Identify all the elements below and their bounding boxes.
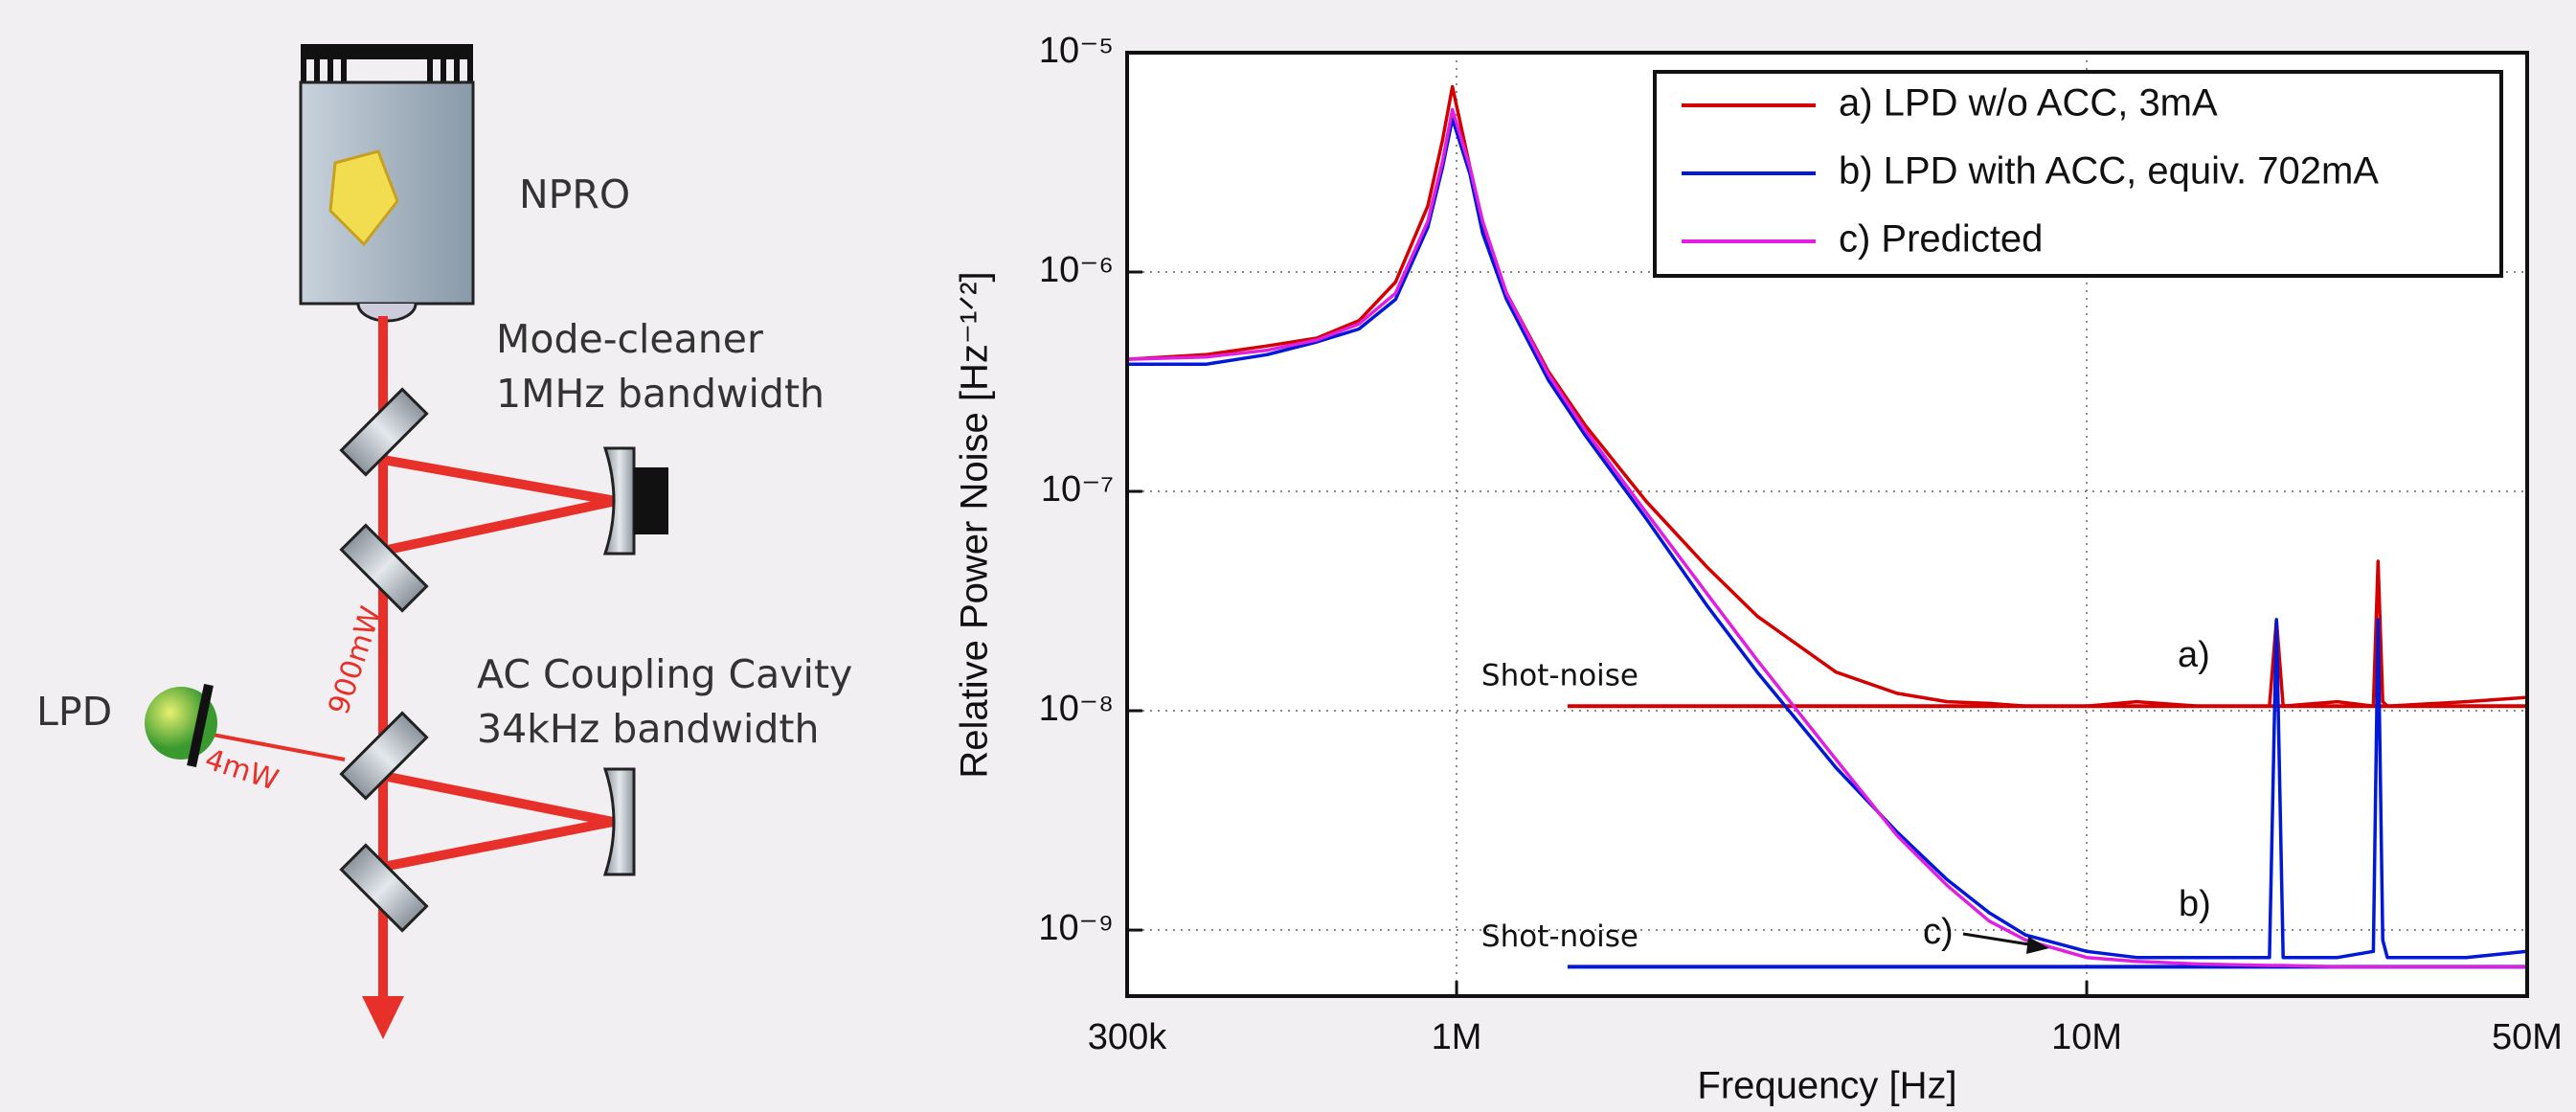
x-tick-label: 10M <box>2051 1017 2122 1057</box>
heatsink <box>301 44 473 59</box>
y-tick-label: 10⁻⁷ <box>1041 469 1114 510</box>
annotation-arrowhead <box>2026 937 2049 954</box>
lpd-face <box>187 683 214 768</box>
npro-label: NPRO <box>519 171 630 217</box>
lpd-label: LPD <box>36 689 112 735</box>
annotation: a) <box>2178 635 2210 675</box>
acc-label: 34kHz bandwidth <box>477 706 819 752</box>
shot-noise-label: Shot-noise <box>1481 919 1638 954</box>
y-tick-label: 10⁻⁹ <box>1038 908 1114 948</box>
series-line <box>1126 107 2527 969</box>
optical-diagram: NPRO Mode-cleaner 1MHz bandwidth AC Coup… <box>36 44 852 1039</box>
acc-beam <box>382 771 614 872</box>
series-line <box>1126 84 2528 708</box>
x-tick-label: 300k <box>1088 1017 1167 1057</box>
mode-cleaner-beam <box>381 455 618 556</box>
annotation: c) <box>1923 912 1954 952</box>
beam-arrow <box>362 996 404 1039</box>
legend-label: a) LPD w/o ACC, 3mA <box>1839 82 2218 125</box>
annotation: b) <box>2179 884 2211 924</box>
x-tick-label: 1M <box>1432 1017 1482 1057</box>
legend-label: b) LPD with ACC, equiv. 702mA <box>1839 150 2379 193</box>
y-tick-label: 10⁻⁵ <box>1039 31 1114 71</box>
y-axis-label: Relative Power Noise [Hz⁻¹ᐟ²] <box>954 271 996 778</box>
y-tick-label: 10⁻⁶ <box>1039 250 1114 290</box>
series-line <box>1127 117 2528 960</box>
y-tick-label: 10⁻⁸ <box>1039 689 1114 729</box>
mirrors <box>339 387 636 933</box>
mc-label: Mode-cleaner <box>496 316 763 362</box>
mc-label: 1MHz bandwidth <box>496 371 825 417</box>
annotation-arrow <box>1962 932 2036 947</box>
x-axis-label: Frequency [Hz] <box>1697 1065 1956 1107</box>
npro-crystal <box>328 149 399 247</box>
acc-label: AC Coupling Cavity <box>477 651 852 697</box>
piezo <box>634 467 668 534</box>
power-label: 4mW <box>201 742 282 797</box>
lpd-beam <box>196 730 346 761</box>
heatsink-fins <box>301 44 473 82</box>
shot-noise-label: Shot-noise <box>1481 659 1638 693</box>
x-tick-label: 50M <box>2492 1017 2563 1057</box>
legend-label: c) Predicted <box>1839 218 2043 261</box>
plot-frame <box>1125 51 2529 998</box>
